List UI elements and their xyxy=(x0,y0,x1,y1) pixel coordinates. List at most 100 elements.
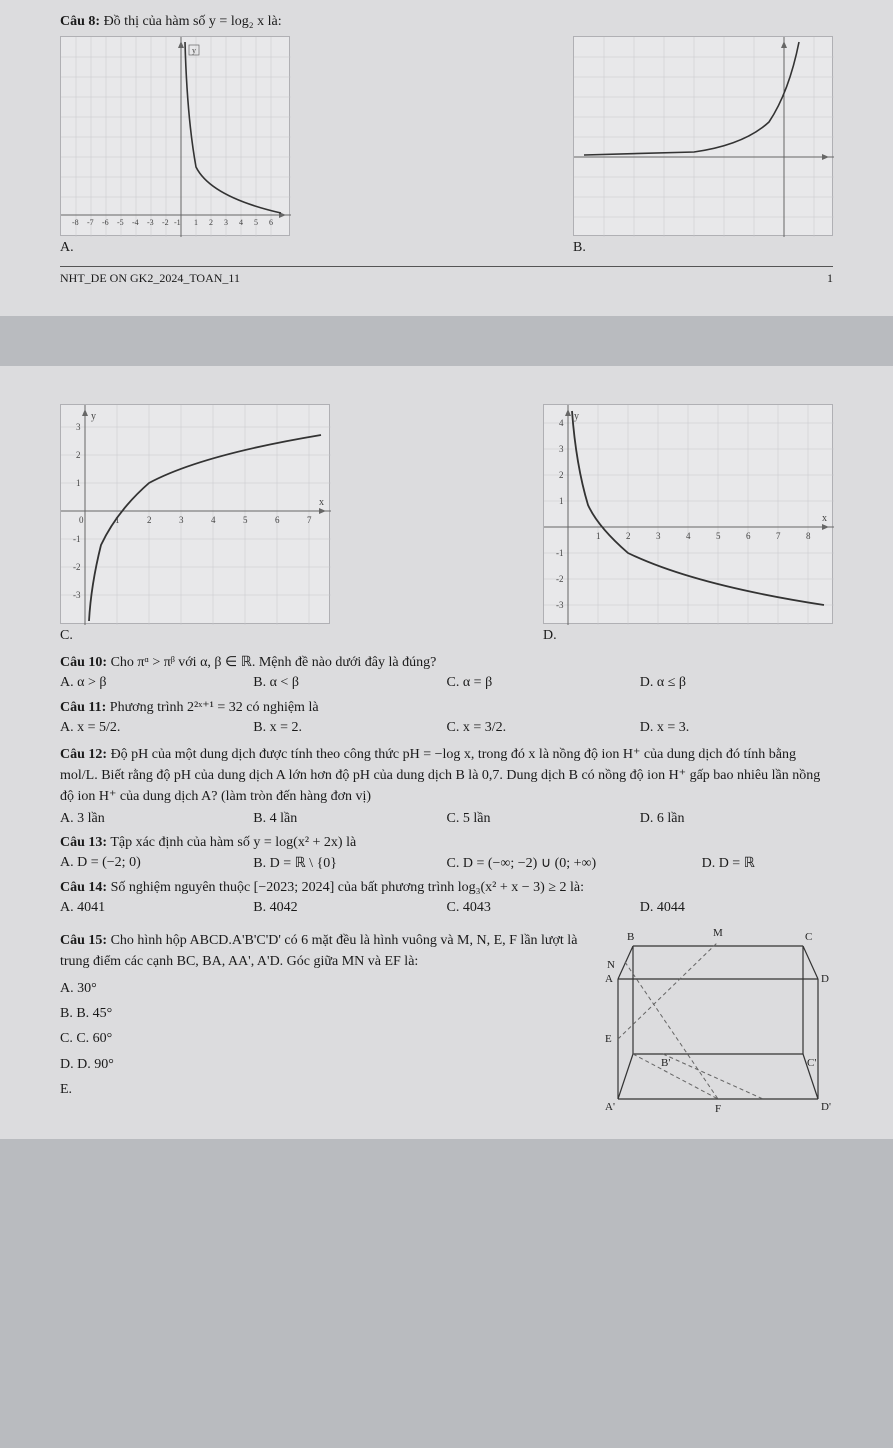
q14-opts: A. 4041 B. 4042 C. 4043 D. 4044 xyxy=(60,900,833,916)
q13-d: D. D = ℝ xyxy=(702,855,833,872)
svg-text:-8: -8 xyxy=(72,218,79,227)
svg-text:5: 5 xyxy=(243,515,248,525)
q10-title: Câu 10: Cho πᵅ > πᵝ với α, β ∈ ℝ. Mệnh đ… xyxy=(60,654,833,671)
q8-graph-d-svg: 432 1 -1-2-3 123 456 78 y x xyxy=(544,405,834,625)
q12-text: Độ pH của một dung dịch được tính theo c… xyxy=(60,747,820,804)
sheet-bottom: 321 -1-2-3 0 123 456 7 y x C. xyxy=(0,366,893,1139)
q8-graph-b xyxy=(573,36,833,236)
svg-text:F: F xyxy=(715,1103,721,1114)
svg-text:5: 5 xyxy=(716,531,721,541)
q11-opts: A. x = 5/2. B. x = 2. C. x = 3/2. D. x =… xyxy=(60,720,833,736)
q8-graph-a: y -8-7-6 -5-4-3 -2-1 123 456 xyxy=(60,36,290,236)
svg-text:1: 1 xyxy=(194,218,198,227)
cube-svg: B M C N A D E B' C' A' F D' xyxy=(603,924,833,1114)
q12-d: D. 6 lần xyxy=(640,811,833,827)
q13-c: C. D = (−∞; −2) ∪ (0; +∞) xyxy=(447,855,702,872)
q8-graph-a-svg: y -8-7-6 -5-4-3 -2-1 123 456 xyxy=(61,37,291,237)
svg-text:A: A xyxy=(605,973,613,985)
svg-text:1: 1 xyxy=(76,478,81,488)
q14-text: Số nghiệm nguyên thuộc [−2023; 2024] của… xyxy=(111,880,584,895)
q15-title: Câu 15: Cho hình hộp ABCD.A'B'C'D' có 6 … xyxy=(60,930,583,972)
q8-label-d: D. xyxy=(543,628,557,644)
q8-label-b: B. xyxy=(573,240,586,256)
q12-a: A. 3 lần xyxy=(60,811,253,827)
q15-opts: A. 30° B. B. 45° C. C. 60° D. D. 90° E. xyxy=(60,976,583,1102)
q14-d: D. 4044 xyxy=(640,900,833,916)
sheet-top: Câu 8: Đồ thị của hàm số y = log₂ x là: xyxy=(0,0,893,316)
svg-text:N: N xyxy=(607,959,615,971)
svg-text:-5: -5 xyxy=(117,218,124,227)
q10-prefix: Câu 10: xyxy=(60,655,107,670)
svg-text:-3: -3 xyxy=(147,218,154,227)
svg-text:x: x xyxy=(822,513,827,524)
q8-row-ab: y -8-7-6 -5-4-3 -2-1 123 456 A. xyxy=(60,36,833,256)
q11-text: Phương trình 2²ˣ⁺¹ = 32 có nghiệm là xyxy=(110,700,319,715)
q15-cube: B M C N A D E B' C' A' F D' xyxy=(603,924,833,1119)
q14-b: B. 4042 xyxy=(253,900,446,916)
q15-a: A. 30° xyxy=(60,976,583,1001)
q8-col-b: B. xyxy=(573,36,833,256)
svg-text:y: y xyxy=(91,411,96,422)
svg-text:-3: -3 xyxy=(73,590,81,600)
svg-text:3: 3 xyxy=(559,444,564,454)
q14-a: A. 4041 xyxy=(60,900,253,916)
svg-text:3: 3 xyxy=(179,515,184,525)
svg-text:D: D xyxy=(821,973,829,985)
svg-text:-2: -2 xyxy=(162,218,169,227)
q13-prefix: Câu 13: xyxy=(60,835,107,850)
q13-opts: A. D = (−2; 0) B. D = ℝ \ {0} C. D = (−∞… xyxy=(60,855,833,872)
svg-text:-7: -7 xyxy=(87,218,94,227)
svg-text:M: M xyxy=(713,927,723,939)
svg-text:3: 3 xyxy=(656,531,661,541)
svg-text:-2: -2 xyxy=(73,562,81,572)
svg-text:x: x xyxy=(319,497,324,508)
svg-text:-1: -1 xyxy=(556,548,564,558)
footer: NHT_DE ON GK2_2024_TOAN_11 1 xyxy=(60,269,833,296)
footer-right: 1 xyxy=(827,271,833,286)
q12-prefix: Câu 12: xyxy=(60,747,107,762)
q8-text: Đồ thị của hàm số y = log₂ x là: xyxy=(104,14,282,29)
svg-text:-4: -4 xyxy=(132,218,139,227)
svg-text:2: 2 xyxy=(626,531,631,541)
svg-text:B: B xyxy=(627,931,634,943)
q10-d: D. α ≤ β xyxy=(640,675,833,691)
page-gap xyxy=(0,316,893,366)
svg-text:7: 7 xyxy=(776,531,781,541)
q11-prefix: Câu 11: xyxy=(60,700,106,715)
q11-d: D. x = 3. xyxy=(640,720,833,736)
q15-d: D. D. 90° xyxy=(60,1052,583,1077)
svg-text:1: 1 xyxy=(559,496,564,506)
q15-c: C. C. 60° xyxy=(60,1026,583,1051)
q10-b: B. α < β xyxy=(253,675,446,691)
svg-text:4: 4 xyxy=(686,531,691,541)
svg-text:4: 4 xyxy=(239,218,243,227)
svg-text:0: 0 xyxy=(79,515,84,525)
q8-graph-d: 432 1 -1-2-3 123 456 78 y x xyxy=(543,404,833,624)
q11-b: B. x = 2. xyxy=(253,720,446,736)
q8-row-cd: 321 -1-2-3 0 123 456 7 y x C. xyxy=(60,404,833,644)
svg-text:2: 2 xyxy=(209,218,213,227)
q8-col-c: 321 -1-2-3 0 123 456 7 y x C. xyxy=(60,404,330,644)
svg-text:A': A' xyxy=(605,1101,615,1113)
q10-c: C. α = β xyxy=(447,675,640,691)
q8-label-c: C. xyxy=(60,628,73,644)
q13-b: B. D = ℝ \ {0} xyxy=(253,855,446,872)
q14-c: C. 4043 xyxy=(447,900,640,916)
q15-wrap: Câu 15: Cho hình hộp ABCD.A'B'C'D' có 6 … xyxy=(60,924,833,1119)
svg-text:-6: -6 xyxy=(102,218,109,227)
svg-text:D': D' xyxy=(821,1101,831,1113)
svg-text:4: 4 xyxy=(211,515,216,525)
svg-text:5: 5 xyxy=(254,218,258,227)
q13-title: Câu 13: Tập xác định của hàm số y = log(… xyxy=(60,835,833,851)
svg-text:2: 2 xyxy=(559,470,564,480)
q14-prefix: Câu 14: xyxy=(60,880,107,895)
svg-text:1: 1 xyxy=(596,531,601,541)
q15-prefix: Câu 15: xyxy=(60,933,107,948)
q8-graph-b-svg xyxy=(574,37,834,237)
q8-col-d: 432 1 -1-2-3 123 456 78 y x D. xyxy=(543,404,833,644)
svg-text:6: 6 xyxy=(269,218,273,227)
svg-text:y: y xyxy=(574,411,579,422)
footer-left: NHT_DE ON GK2_2024_TOAN_11 xyxy=(60,271,240,286)
q14-title: Câu 14: Số nghiệm nguyên thuộc [−2023; 2… xyxy=(60,880,833,896)
svg-text:-3: -3 xyxy=(556,600,564,610)
